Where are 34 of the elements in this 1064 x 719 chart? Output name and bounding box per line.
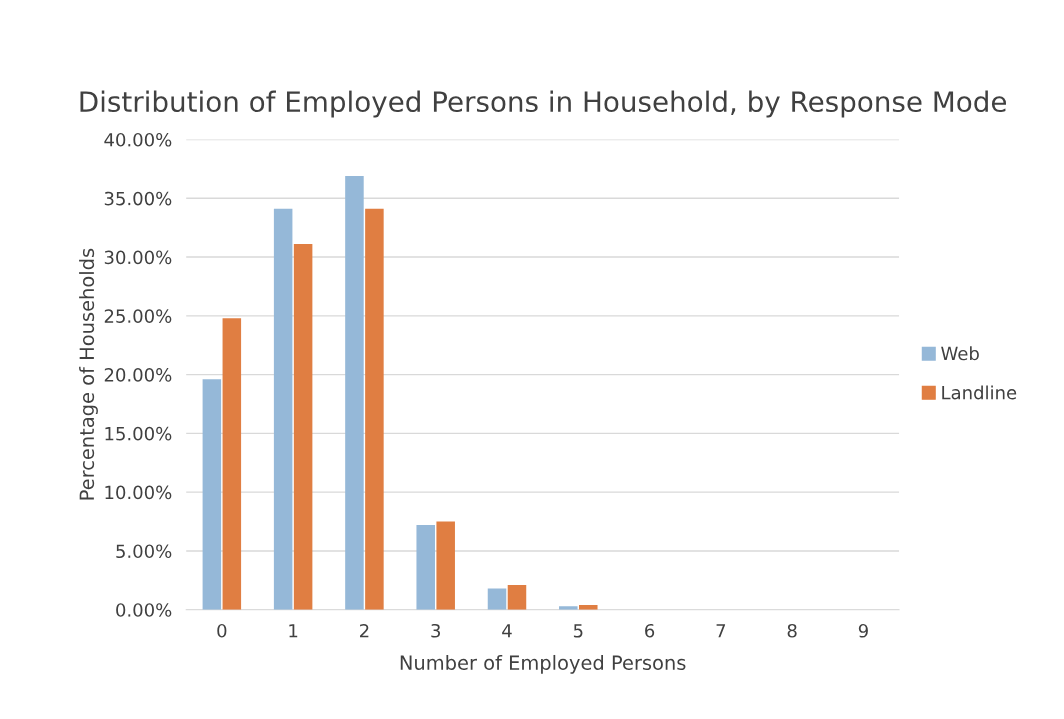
bar: [202, 379, 222, 610]
bar: [487, 588, 507, 610]
y-tick-label: 15.00%: [105, 426, 172, 441]
x-tick-label: 0: [217, 623, 227, 638]
chart-title: Distribution of Employed Persons in Household, by Response Mode: [80, 90, 1007, 118]
bar: [222, 318, 242, 610]
bar: [416, 525, 435, 610]
x-tick-label: 1: [289, 624, 298, 638]
y-tick-label: 20.00%: [104, 368, 172, 382]
y-tick-label: 10.00%: [105, 485, 172, 500]
bar: [365, 208, 384, 610]
bar: [345, 175, 364, 610]
y-tick-label: 5.00%: [116, 544, 172, 559]
x-tick-label: 9: [858, 623, 868, 638]
x-tick-label: 4: [502, 624, 512, 638]
bar: [273, 208, 293, 610]
x-tick-label: 2: [360, 623, 369, 638]
bar: [436, 521, 455, 610]
x-tick-label: 6: [645, 623, 655, 638]
y-tick-label: 25.00%: [104, 309, 172, 323]
bar: [507, 585, 527, 610]
y-axis-title: Percentage of Households: [79, 248, 98, 500]
y-tick-label: 30.00%: [104, 250, 172, 265]
y-tick-label: 40.00%: [104, 132, 172, 147]
x-tick-label: 8: [787, 623, 797, 638]
x-tick-label: 3: [431, 623, 440, 638]
bar: [293, 244, 313, 610]
x-tick-label: 7: [716, 624, 726, 638]
x-axis-title: Number of Employed Persons: [400, 654, 686, 674]
y-tick-label: 0.00%: [116, 603, 172, 617]
legend-label: Web: [941, 346, 979, 361]
x-tick-label: 5: [573, 624, 583, 638]
y-tick-label: 35.00%: [104, 191, 172, 206]
legend-label: Landline: [942, 385, 1017, 400]
